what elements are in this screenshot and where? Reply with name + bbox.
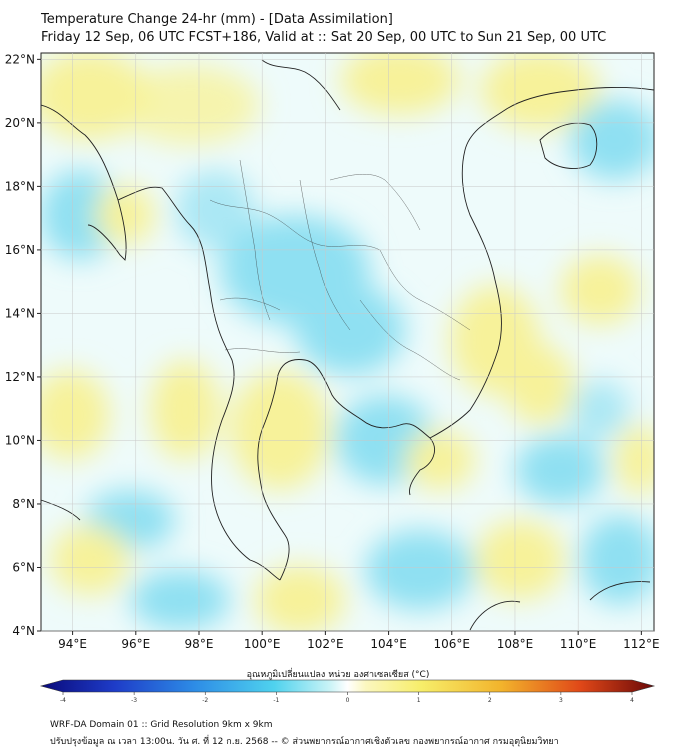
province-borders bbox=[209, 159, 471, 381]
lon-tick-label: 98°E bbox=[185, 637, 214, 651]
lat-tick-label: 20°N bbox=[5, 116, 35, 130]
map-title: Temperature Change 24-hr (mm) - [Data As… bbox=[41, 12, 393, 27]
lon-tick-label: 104°E bbox=[370, 637, 407, 651]
colorbar-tick-label: 1 bbox=[417, 697, 421, 704]
lat-tick-label: 16°N bbox=[5, 243, 35, 257]
lat-tick-label: 6°N bbox=[12, 560, 35, 574]
longitude-axis: 94°E 96°E 98°E 100°E 102°E 104°E 106°E 108°E 110… bbox=[58, 631, 660, 651]
colorbar-tick-label: 4 bbox=[630, 697, 634, 704]
lat-tick-label: 14°N bbox=[5, 306, 35, 320]
lat-tick-label: 22°N bbox=[5, 52, 35, 66]
graticule bbox=[41, 53, 654, 632]
latitude-axis: 22°N 20°N 18°N 16°N 14°N 12°N 10°N 8°N 6°N 4°N bbox=[5, 52, 41, 638]
lon-tick-label: 100°E bbox=[244, 637, 281, 651]
colorbar-tick-label: -1 bbox=[273, 697, 279, 704]
lon-tick-label: 110°E bbox=[560, 637, 597, 651]
colorbar-tick-label: 3 bbox=[559, 697, 563, 704]
lon-tick-label: 96°E bbox=[121, 637, 150, 651]
colorbar-tick-label: -2 bbox=[202, 697, 208, 704]
lon-tick-label: 106°E bbox=[434, 637, 471, 651]
lon-tick-label: 102°E bbox=[307, 637, 344, 651]
lat-tick-label: 18°N bbox=[5, 179, 35, 193]
colorbar-tick-label: 0 bbox=[346, 697, 350, 704]
footer-domain-info: WRF-DA Domain 01 :: Grid Resolution 9km … bbox=[50, 720, 273, 730]
colorbar-tick-label: -3 bbox=[131, 697, 137, 704]
lat-tick-label: 4°N bbox=[12, 624, 35, 638]
lat-tick-label: 8°N bbox=[12, 497, 35, 511]
lat-tick-label: 12°N bbox=[5, 370, 35, 384]
colorbar: -4 -3 -2 -1 0 1 2 3 4 bbox=[39, 679, 656, 704]
lon-tick-label: 108°E bbox=[497, 637, 534, 651]
colorbar-title: อุณหภูมิเปลี่ยนแปลง หน่วย องศาเซลเซียส (… bbox=[246, 670, 430, 680]
colorbar-ticks: -4 -3 -2 -1 0 1 2 3 4 bbox=[60, 692, 634, 704]
lon-tick-label: 94°E bbox=[58, 637, 87, 651]
lon-tick-label: 112°E bbox=[623, 637, 660, 651]
colorbar-tick-label: 2 bbox=[488, 697, 492, 704]
coastlines bbox=[41, 59, 654, 631]
colorbar-tick-label: -4 bbox=[60, 697, 66, 704]
temperature-field bbox=[41, 53, 654, 631]
map-subtitle: Friday 12 Sep, 06 UTC FCST+186, Valid at… bbox=[41, 30, 607, 45]
colorbar-gradient bbox=[39, 679, 656, 693]
footer-credits: ปรับปรุงข้อมูล ณ เวลา 13:00น. วัน ศ. ที่… bbox=[50, 737, 559, 747]
lat-tick-label: 10°N bbox=[5, 433, 35, 447]
